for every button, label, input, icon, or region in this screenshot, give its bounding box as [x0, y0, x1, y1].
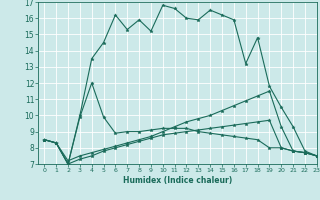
X-axis label: Humidex (Indice chaleur): Humidex (Indice chaleur)	[123, 176, 232, 185]
